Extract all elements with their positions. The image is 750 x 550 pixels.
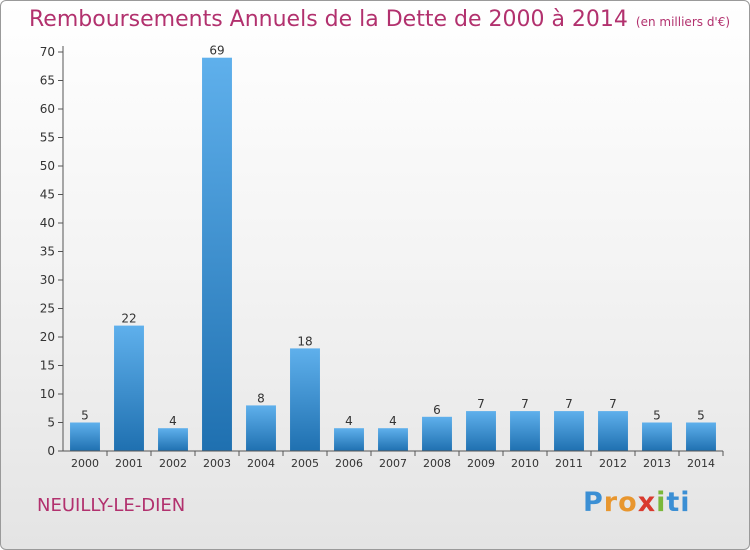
y-tick-label: 15 [40, 359, 55, 373]
chart-title: Remboursements Annuels de la Dette de 20… [29, 7, 730, 32]
bar-value-label: 6 [433, 403, 441, 417]
x-tick-label: 2005 [291, 457, 319, 470]
bar [642, 422, 672, 451]
bar [422, 416, 452, 451]
bar-value-label: 4 [345, 414, 353, 428]
bar-value-label: 5 [653, 409, 661, 423]
logo-letter: r [603, 487, 619, 518]
bar [510, 411, 540, 451]
y-tick-label: 50 [40, 159, 55, 173]
y-tick-label: 65 [40, 74, 55, 88]
bar-value-label: 69 [209, 44, 224, 58]
y-tick-label: 55 [40, 131, 55, 145]
y-tick-label: 40 [40, 216, 55, 230]
bar-value-label: 8 [257, 391, 265, 405]
x-tick-label: 2014 [687, 457, 715, 470]
x-tick-label: 2013 [643, 457, 671, 470]
x-tick-label: 2006 [335, 457, 363, 470]
chart-subtitle: (en milliers d'€) [635, 15, 731, 29]
x-tick-label: 2000 [71, 457, 99, 470]
bar [686, 422, 716, 451]
bar [70, 422, 100, 451]
x-tick-label: 2010 [511, 457, 539, 470]
y-tick-label: 20 [40, 330, 55, 344]
bar [598, 411, 628, 451]
logo-letter: o [618, 487, 638, 518]
logo-letter: P [583, 487, 604, 518]
bar-value-label: 18 [297, 334, 312, 348]
logo-letter: i [680, 487, 691, 518]
bar-value-label: 7 [609, 397, 617, 411]
x-tick-label: 2008 [423, 457, 451, 470]
bar [378, 428, 408, 451]
bar [554, 411, 584, 451]
bar-value-label: 7 [565, 397, 573, 411]
logo-letter: i [656, 487, 667, 518]
logo-letter: x [637, 487, 657, 518]
bar [334, 428, 364, 451]
bar [202, 57, 232, 451]
bar [246, 405, 276, 451]
bar [158, 428, 188, 451]
y-tick-label: 25 [40, 302, 55, 316]
bar-value-label: 4 [169, 414, 177, 428]
y-tick-label: 60 [40, 102, 55, 116]
x-tick-label: 2001 [115, 457, 143, 470]
x-tick-label: 2004 [247, 457, 275, 470]
bar-value-label: 5 [81, 409, 89, 423]
bar-value-label: 22 [121, 312, 136, 326]
x-tick-label: 2007 [379, 457, 407, 470]
x-tick-label: 2003 [203, 457, 231, 470]
bar [290, 348, 320, 451]
bar-value-label: 7 [477, 397, 485, 411]
bar-value-label: 4 [389, 414, 397, 428]
x-tick-label: 2011 [555, 457, 583, 470]
y-tick-label: 5 [47, 416, 55, 430]
proxiti-logo: Proxiti [583, 487, 691, 518]
x-tick-label: 2002 [159, 457, 187, 470]
chart-title-text: Remboursements Annuels de la Dette de 20… [29, 7, 628, 32]
bar-value-label: 5 [697, 409, 705, 423]
town-name: NEUILLY-LE-DIEN [37, 495, 186, 516]
bar [114, 325, 144, 451]
bar-value-label: 7 [521, 397, 529, 411]
y-tick-label: 70 [40, 45, 55, 59]
x-tick-label: 2009 [467, 457, 495, 470]
y-tick-label: 35 [40, 245, 55, 259]
y-tick-label: 30 [40, 273, 55, 287]
y-tick-label: 0 [47, 444, 55, 458]
bar [466, 411, 496, 451]
y-tick-label: 45 [40, 188, 55, 202]
y-tick-label: 10 [40, 387, 55, 401]
logo-letter: t [666, 487, 681, 518]
x-tick-label: 2012 [599, 457, 627, 470]
